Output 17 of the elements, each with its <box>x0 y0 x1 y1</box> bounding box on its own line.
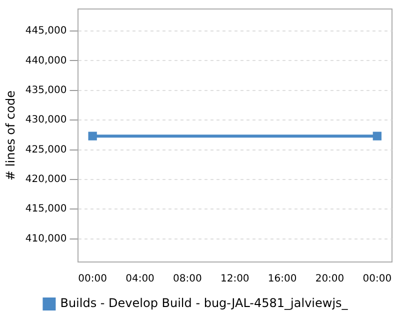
x-tick-label: 12:00 <box>220 274 250 285</box>
y-tick-label: 420,000 <box>25 174 67 186</box>
legend-label: Builds - Develop Build - bug-JAL-4581_jalviewjs_ <box>60 296 349 310</box>
x-tick-label: 04:00 <box>126 274 154 285</box>
x-tick-label: 00:00 <box>362 274 392 285</box>
y-tick-label: 445,000 <box>25 26 67 37</box>
x-tick-label: 16:00 <box>268 274 297 285</box>
x-tick-label: 20:00 <box>315 274 344 285</box>
y-axis-title: # lines of code <box>3 90 18 180</box>
y-tick-label: 440,000 <box>25 55 67 66</box>
y-tick-label: 415,000 <box>25 204 67 215</box>
y-tick-label: 410,000 <box>25 233 67 244</box>
x-tick-label: 00:00 <box>78 274 107 285</box>
y-tick-label: 435,000 <box>25 84 67 96</box>
x-tick-label: 08:00 <box>173 274 202 285</box>
y-tick-label: 425,000 <box>25 144 67 156</box>
y-tick-label: 430,000 <box>25 114 67 126</box>
